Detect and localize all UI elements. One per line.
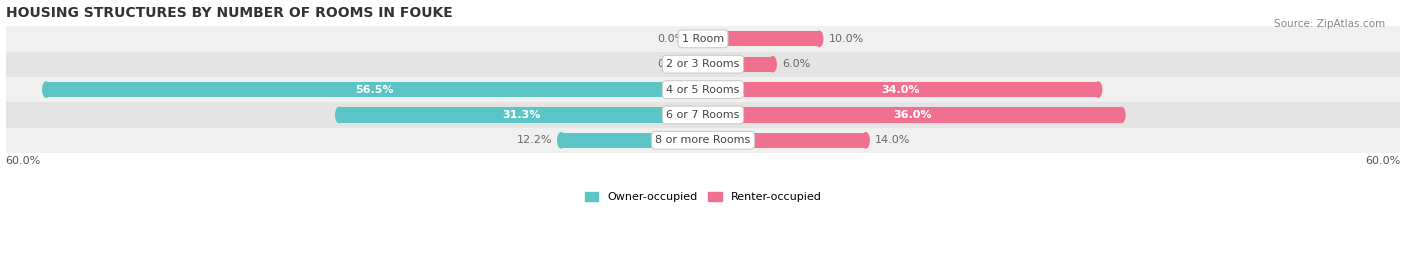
Text: 0.0%: 0.0% xyxy=(658,59,686,69)
Text: 4 or 5 Rooms: 4 or 5 Rooms xyxy=(666,84,740,95)
Bar xyxy=(703,56,773,72)
Text: 0.0%: 0.0% xyxy=(658,34,686,44)
Text: 31.3%: 31.3% xyxy=(502,110,540,120)
Bar xyxy=(703,31,820,47)
Bar xyxy=(339,107,703,123)
Bar xyxy=(46,82,703,97)
Text: 10.0%: 10.0% xyxy=(828,34,863,44)
Bar xyxy=(703,133,866,148)
Text: 36.0%: 36.0% xyxy=(893,110,932,120)
Circle shape xyxy=(42,82,49,97)
Bar xyxy=(6,52,1400,77)
Bar xyxy=(6,77,1400,102)
Circle shape xyxy=(1118,107,1125,123)
Circle shape xyxy=(336,107,343,123)
Text: 56.5%: 56.5% xyxy=(356,84,394,95)
Bar xyxy=(6,26,1400,52)
Circle shape xyxy=(1095,82,1102,97)
Text: HOUSING STRUCTURES BY NUMBER OF ROOMS IN FOUKE: HOUSING STRUCTURES BY NUMBER OF ROOMS IN… xyxy=(6,6,453,20)
Text: 34.0%: 34.0% xyxy=(882,84,920,95)
Text: 60.0%: 60.0% xyxy=(6,155,41,165)
Circle shape xyxy=(558,133,565,148)
Circle shape xyxy=(862,133,869,148)
Text: 6.0%: 6.0% xyxy=(782,59,810,69)
Text: 60.0%: 60.0% xyxy=(1365,155,1400,165)
Bar xyxy=(703,82,1098,97)
Bar xyxy=(6,128,1400,153)
Bar xyxy=(703,107,1122,123)
Circle shape xyxy=(769,56,776,72)
Text: 1 Room: 1 Room xyxy=(682,34,724,44)
Legend: Owner-occupied, Renter-occupied: Owner-occupied, Renter-occupied xyxy=(581,187,825,207)
Text: 8 or more Rooms: 8 or more Rooms xyxy=(655,135,751,145)
Text: Source: ZipAtlas.com: Source: ZipAtlas.com xyxy=(1274,19,1385,29)
Text: 6 or 7 Rooms: 6 or 7 Rooms xyxy=(666,110,740,120)
Text: 12.2%: 12.2% xyxy=(516,135,553,145)
Bar xyxy=(561,133,703,148)
Circle shape xyxy=(815,31,823,47)
Text: 14.0%: 14.0% xyxy=(875,135,911,145)
Bar xyxy=(6,102,1400,128)
Text: 2 or 3 Rooms: 2 or 3 Rooms xyxy=(666,59,740,69)
